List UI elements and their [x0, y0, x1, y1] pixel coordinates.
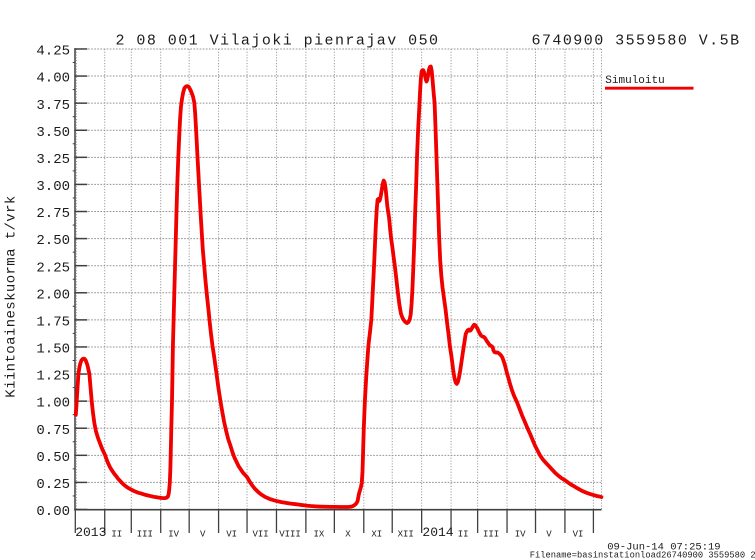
svg-text:VI: VI: [226, 530, 237, 540]
svg-text:IV: IV: [515, 530, 526, 540]
svg-text:III: III: [483, 530, 499, 540]
svg-text:3.50: 3.50: [36, 125, 70, 141]
svg-text:2.25: 2.25: [36, 260, 70, 276]
svg-text:0.00: 0.00: [36, 504, 70, 520]
svg-text:VI: VI: [573, 530, 584, 540]
svg-text:4.25: 4.25: [36, 44, 70, 60]
svg-text:1.50: 1.50: [36, 342, 70, 358]
svg-text:3.75: 3.75: [36, 98, 70, 114]
svg-text:Kiintoaineskuorma t/vrk: Kiintoaineskuorma t/vrk: [4, 195, 20, 397]
svg-text:IX: IX: [313, 530, 324, 540]
svg-text:2.00: 2.00: [36, 287, 70, 303]
svg-text:VIII: VIII: [279, 530, 301, 540]
svg-text:0.25: 0.25: [36, 477, 70, 493]
svg-text:V: V: [200, 530, 206, 540]
svg-text:IV: IV: [168, 530, 179, 540]
svg-text:XI: XI: [371, 530, 382, 540]
svg-text:1.25: 1.25: [36, 369, 70, 385]
svg-text:2 08 001 Vilajoki pienrajav 05: 2 08 001 Vilajoki pienrajav 050: [116, 33, 440, 50]
svg-text:X: X: [345, 530, 351, 540]
svg-text:Filename=basinstationload26740: Filename=basinstationload26740900 355958…: [530, 551, 755, 560]
svg-text:1.00: 1.00: [36, 396, 70, 412]
svg-text:4.00: 4.00: [36, 71, 70, 87]
svg-text:2013: 2013: [75, 525, 106, 540]
svg-text:3.25: 3.25: [36, 152, 70, 168]
svg-text:0.75: 0.75: [36, 423, 70, 439]
svg-text:3.00: 3.00: [36, 179, 70, 195]
svg-text:VII: VII: [252, 530, 268, 540]
svg-text:II: II: [111, 530, 122, 540]
svg-text:09-Jun-14 07:25:19: 09-Jun-14 07:25:19: [607, 541, 720, 553]
svg-text:2.75: 2.75: [36, 206, 70, 222]
svg-text:0.50: 0.50: [36, 450, 70, 466]
svg-text:II: II: [458, 530, 469, 540]
svg-text:6740900 3559580 V.5B: 6740900 3559580 V.5B: [532, 33, 741, 50]
svg-text:2014: 2014: [422, 525, 453, 540]
svg-text:2.50: 2.50: [36, 233, 70, 249]
svg-text:1.75: 1.75: [36, 314, 70, 330]
svg-text:XII: XII: [398, 530, 414, 540]
svg-text:V: V: [546, 530, 552, 540]
svg-text:III: III: [137, 530, 153, 540]
svg-text:Simuloitu: Simuloitu: [605, 75, 664, 87]
